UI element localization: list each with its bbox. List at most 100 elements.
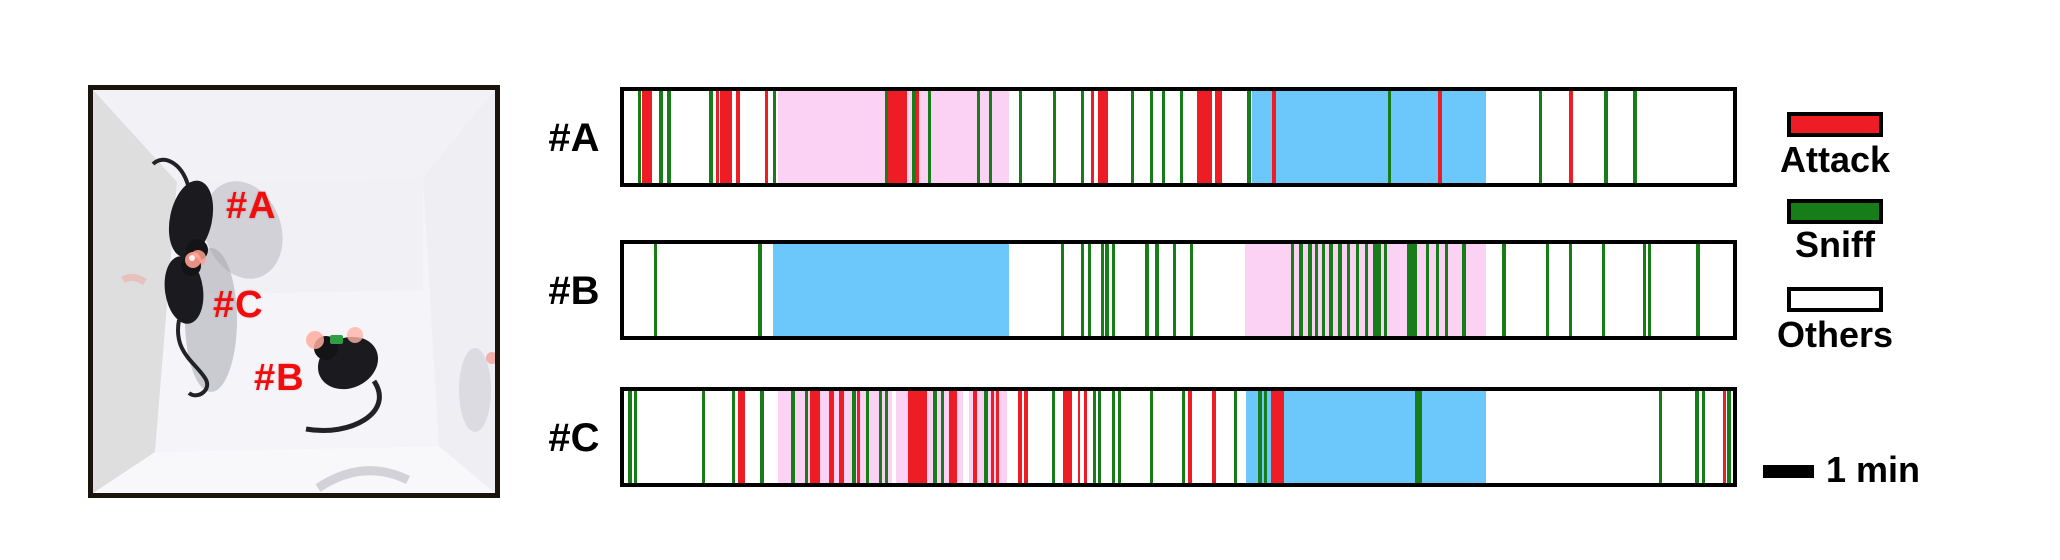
photo-label-a: #A <box>226 185 277 227</box>
event-sniff <box>852 391 856 483</box>
event-attack <box>1063 391 1066 483</box>
event-sniff <box>1161 91 1166 183</box>
event-others <box>892 391 897 483</box>
legend-swatch-sniff <box>1787 199 1883 224</box>
event-sniff <box>1502 244 1506 336</box>
event-sniff <box>884 391 888 483</box>
event-sniff <box>1111 391 1116 483</box>
event-sniff <box>1189 244 1193 336</box>
event-sniff <box>731 391 735 483</box>
event-sniff <box>1696 244 1700 336</box>
event-attack <box>1197 91 1212 183</box>
event-sniff <box>1080 244 1085 336</box>
event-attack <box>716 91 720 183</box>
event-sniff <box>1093 391 1097 483</box>
event-sniff <box>884 91 888 183</box>
event-sniff <box>941 391 945 483</box>
box-wall-bottom <box>93 446 495 493</box>
event-sniff <box>1444 244 1448 336</box>
event-sniff <box>1321 244 1325 336</box>
event-sniff <box>1701 391 1706 483</box>
mouse-c <box>164 252 209 398</box>
event-attack <box>887 91 907 183</box>
event-sniff <box>933 391 937 483</box>
event-attack <box>973 391 977 483</box>
legend-label-attack: Attack <box>1779 139 1891 180</box>
event-attack <box>810 391 821 483</box>
event-attack <box>1024 391 1028 483</box>
event-sniff <box>701 391 705 483</box>
event-sniff <box>1538 91 1543 183</box>
event-attack <box>839 391 845 483</box>
event-attack <box>764 91 769 183</box>
legend-label-others: Others <box>1776 314 1894 355</box>
phase-region-region_blue <box>1251 91 1486 183</box>
event-sniff <box>1018 91 1023 183</box>
event-sniff <box>1425 244 1430 336</box>
event-sniff <box>1233 391 1238 483</box>
event-sniff <box>709 91 713 183</box>
event-sniff <box>1633 91 1637 183</box>
event-sniff <box>976 91 980 183</box>
event-attack <box>1084 391 1087 483</box>
scale-bar-label: 1 min <box>1826 449 1921 490</box>
event-attack <box>736 91 741 183</box>
right-wall-glow <box>486 352 495 364</box>
floor-shadow-tail <box>315 466 410 492</box>
event-attack <box>1271 91 1276 183</box>
event-sniff <box>1149 91 1153 183</box>
event-sniff <box>1263 391 1268 483</box>
event-sniff <box>667 91 671 183</box>
event-sniff <box>804 391 809 483</box>
event-sniff <box>791 391 795 483</box>
event-attack <box>1077 391 1081 483</box>
event-sniff <box>1111 244 1116 336</box>
event-sniff <box>772 91 776 183</box>
event-sniff <box>1117 391 1121 483</box>
event-sniff <box>1080 91 1085 183</box>
wall-glint <box>121 273 147 285</box>
timeline-track-a <box>624 91 1733 183</box>
mouse-b <box>305 327 382 433</box>
event-sniff <box>1290 244 1294 336</box>
event-attack <box>1017 391 1022 483</box>
event-attack <box>641 91 652 183</box>
event-attack <box>948 391 953 483</box>
event-sniff <box>1130 91 1135 183</box>
timeline-bar-a <box>620 87 1737 187</box>
event-sniff <box>1383 244 1387 336</box>
event-sniff <box>865 391 870 483</box>
event-attack <box>1568 91 1573 183</box>
event-sniff <box>1602 244 1606 336</box>
event-sniff <box>1258 391 1262 483</box>
event-sniff <box>927 91 932 183</box>
event-attack <box>1090 91 1095 183</box>
phase-region-region_blue <box>1246 391 1486 483</box>
phase-region-region_blue <box>772 244 1009 336</box>
event-sniff <box>1097 391 1101 483</box>
event-attack <box>1211 391 1216 483</box>
arena-photo-art <box>93 90 495 493</box>
event-sniff <box>1087 244 1091 336</box>
event-sniff <box>1568 244 1573 336</box>
event-sniff <box>879 391 883 483</box>
event-sniff <box>1100 244 1105 336</box>
event-sniff <box>1643 244 1647 336</box>
event-sniff <box>1308 244 1312 336</box>
timeline-bar-c <box>620 387 1737 487</box>
event-sniff <box>1053 91 1057 183</box>
event-sniff <box>1406 244 1418 336</box>
event-sniff <box>1105 244 1109 336</box>
event-attack <box>829 391 835 483</box>
timeline-track-b <box>624 244 1733 336</box>
event-sniff <box>1155 244 1159 336</box>
event-sniff <box>1355 244 1360 336</box>
row-label-c: #C <box>548 416 600 460</box>
event-attack <box>1723 391 1727 483</box>
event-sniff <box>1052 391 1056 483</box>
photo-label-b: #B <box>254 357 305 399</box>
event-attack <box>1097 91 1108 183</box>
event-sniff <box>1604 91 1608 183</box>
event-sniff <box>984 391 988 483</box>
event-sniff <box>1545 244 1549 336</box>
